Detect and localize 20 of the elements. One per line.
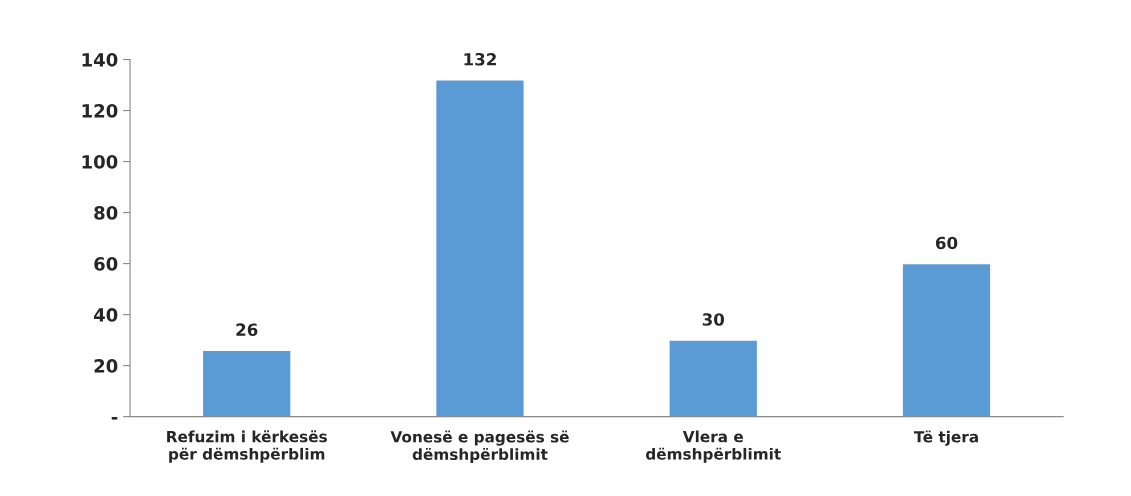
data-label: 132 — [464, 52, 496, 66]
y-tick-label: - — [111, 417, 118, 420]
y-tick-label: 140 — [82, 52, 118, 67]
y-tick-label: 40 — [93, 308, 118, 322]
y-tick-label: 60 — [94, 257, 118, 271]
data-label: 30 — [702, 313, 725, 326]
x-tick-label: Vlera e dëmshpërblimit — [645, 430, 781, 463]
y-tick-label: 80 — [94, 206, 118, 220]
bar — [201, 349, 292, 417]
y-tick-label: 120 — [82, 104, 118, 118]
x-tick-label: Të tjera — [913, 430, 978, 446]
bar — [434, 79, 525, 417]
data-label: 26 — [236, 323, 258, 336]
data-label: 60 — [935, 236, 958, 250]
y-tick-label: 20 — [94, 359, 118, 373]
x-tick-label: Vonesë e pagesës së dëmshpërblimit — [390, 430, 569, 464]
x-tick-label: Refuzim i kërkesës për dëmshpërblim — [167, 430, 327, 463]
bar — [668, 339, 759, 417]
bar — [901, 262, 992, 417]
y-tick-label: 100 — [82, 155, 118, 169]
